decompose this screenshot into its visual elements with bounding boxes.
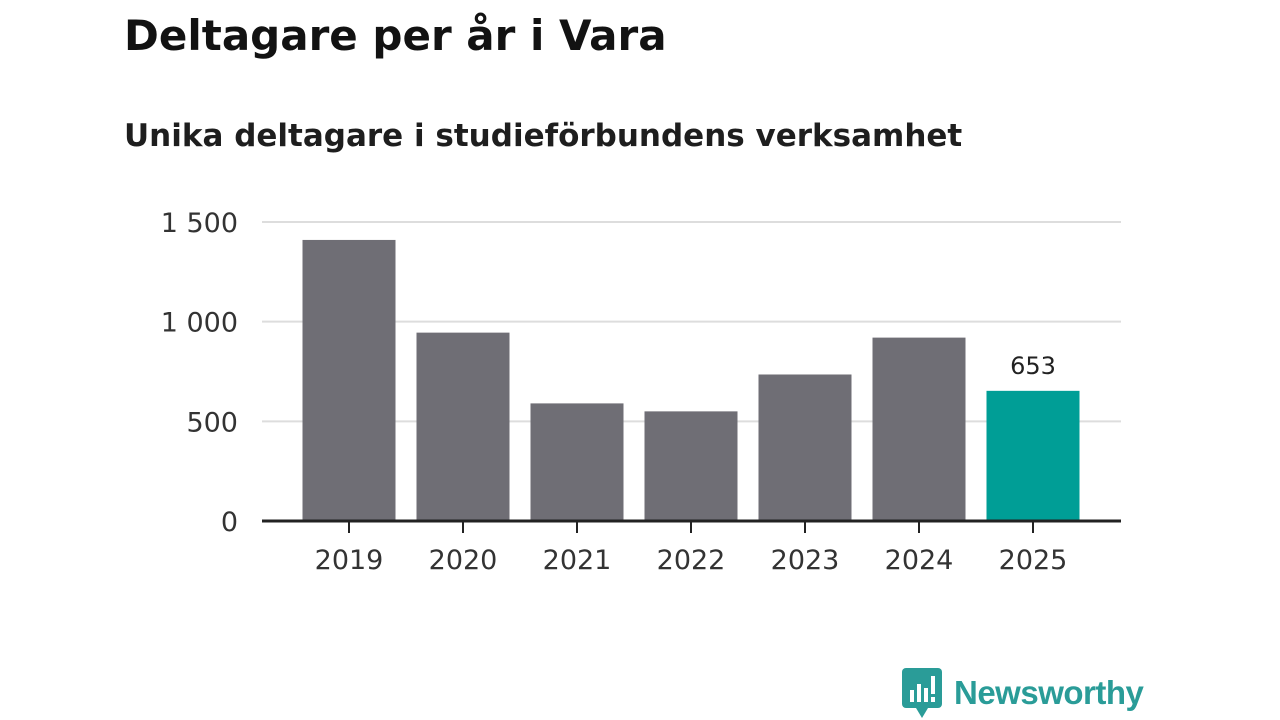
x-tick-label: 2023 [771,545,840,576]
x-tick-label: 2020 [429,545,498,576]
x-tick-label: 2025 [999,545,1068,576]
newsworthy-logo-icon [902,668,942,718]
bar [758,374,852,521]
y-tick-label: 500 [186,407,238,438]
data-label: 653 [1010,352,1056,380]
bar-chart: 0 500 1 000 1 500 2019 2020 2021 2022 2023 2024 20… [161,208,1121,576]
x-tick-label: 2021 [543,545,612,576]
y-tick-label: 0 [221,507,238,538]
brand-name: Newsworthy [954,674,1144,711]
bar [416,332,510,521]
x-tick-label: 2019 [315,545,384,576]
x-tick-label: 2022 [657,545,726,576]
bar [872,337,966,521]
chart-subtitle: Unika deltagare i studieförbundens verks… [124,118,963,154]
y-tick-label: 1 000 [161,308,238,339]
x-tick-label: 2024 [885,545,954,576]
bar [302,239,396,521]
chart-title: Deltagare per år i Vara [124,11,667,60]
y-tick-label: 1 500 [161,208,238,239]
bar [644,411,738,521]
bar [530,403,624,521]
bar-highlighted [986,390,1080,521]
brand-logo: Newsworthy [902,668,1144,718]
